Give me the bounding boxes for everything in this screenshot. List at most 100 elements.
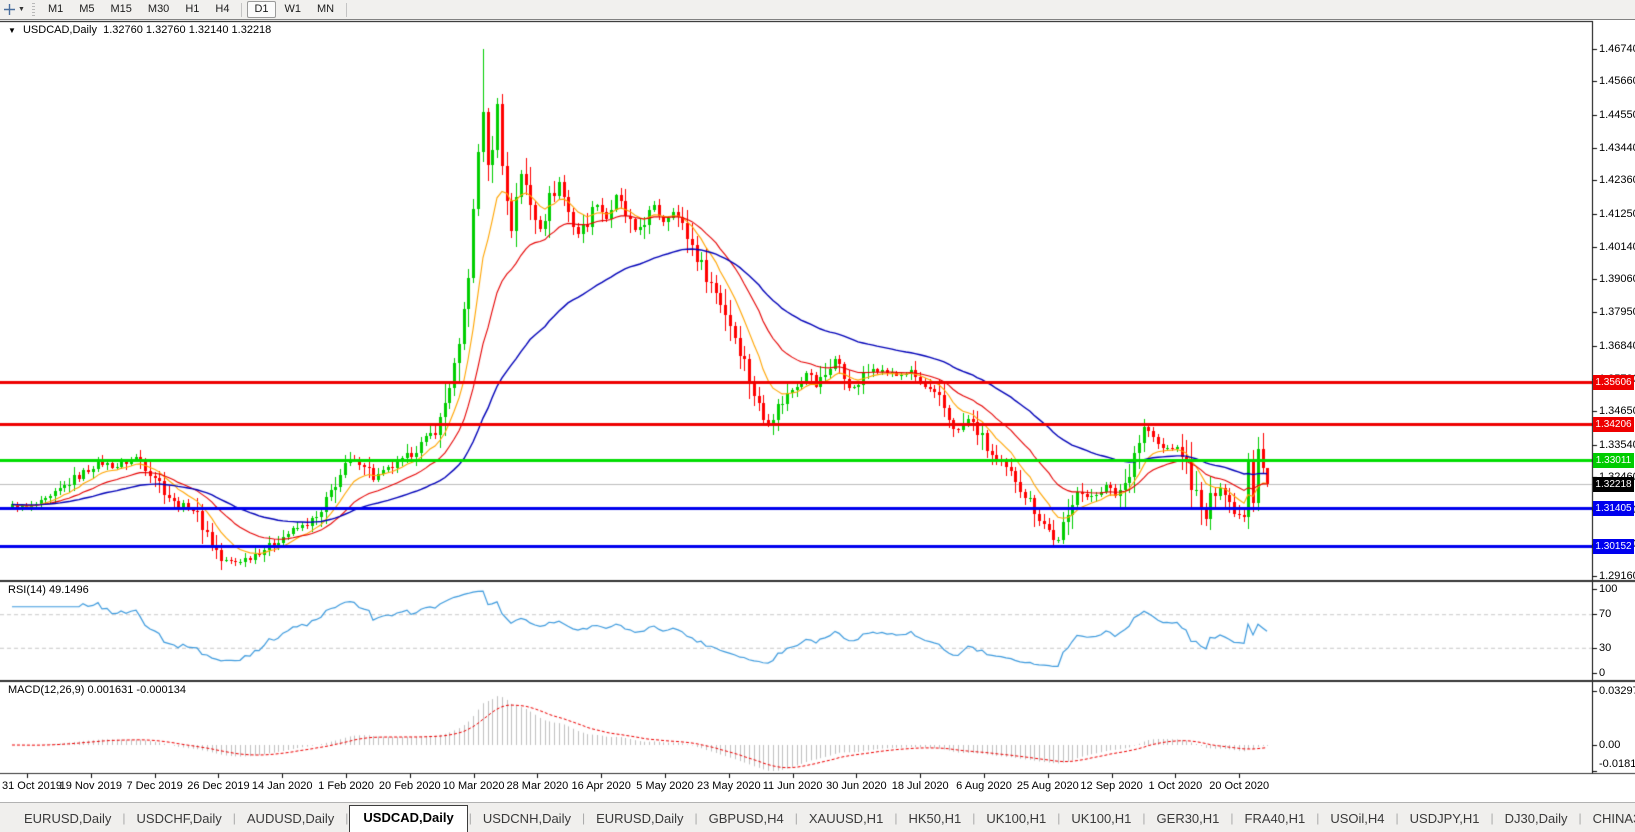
date-tick-label: 14 Jan 2020	[251, 780, 313, 792]
macd-tick-label: 0.032972	[1599, 685, 1635, 698]
price-tick-label: 1.46740	[1599, 43, 1635, 55]
tab-separator: |	[794, 811, 798, 825]
date-tick-label: 26 Dec 2019	[187, 780, 250, 792]
dropdown-caret-icon[interactable]: ▼	[18, 6, 25, 13]
timeframe-button-m30[interactable]: M30	[147, 3, 170, 15]
price-level-tag: 1.34206	[1593, 417, 1634, 433]
rsi-tick-label: 30	[1599, 641, 1612, 654]
date-tick-label: 25 Aug 2020	[1016, 780, 1079, 792]
chart-tab-eurusd-daily[interactable]: EURUSD,Daily	[24, 811, 112, 826]
chart-tab-china300-h1[interactable]: CHINA300,H1	[1592, 811, 1635, 826]
price-tick-label: 1.43440	[1599, 141, 1635, 154]
tab-separator: |	[1490, 811, 1494, 825]
tab-separator: |	[1578, 811, 1582, 825]
tab-separator: |	[345, 811, 349, 825]
price-level-tag: 1.35606	[1593, 375, 1634, 391]
chart-tab-audusd-daily[interactable]: AUDUSD,Daily	[246, 811, 335, 826]
rsi-tick-label: 100	[1599, 583, 1618, 595]
chart-tab-usdjpy-h1[interactable]: USDJPY,H1	[1409, 811, 1480, 826]
date-tick-label: 1 Feb 2020	[318, 780, 374, 792]
price-tick-label: 1.42360	[1599, 174, 1635, 187]
macd-tick-label: -0.01815	[1599, 758, 1635, 770]
price-tick-label: 1.40140	[1599, 240, 1635, 253]
chart-tab-fra40-h1[interactable]: FRA40,H1	[1244, 811, 1306, 826]
chart-tab-dj30-daily[interactable]: DJ30,Daily	[1504, 811, 1568, 826]
date-tick-label: 16 Apr 2020	[571, 780, 631, 792]
rsi-indicator-label: RSI(14) 49.1496	[8, 584, 89, 596]
tab-separator: |	[972, 811, 976, 825]
price-tick-label: 1.45660	[1599, 75, 1635, 88]
timeframe-button-mn[interactable]: MN	[317, 3, 335, 15]
price-tick-label: 1.41250	[1599, 207, 1635, 220]
chart-ohlc-values: 1.32760 1.32760 1.32140 1.32218	[103, 24, 272, 36]
price-tick-label: 1.44550	[1599, 108, 1635, 121]
tab-separator: |	[894, 811, 898, 825]
chart-tab-uk100-h1[interactable]: UK100,H1	[986, 811, 1047, 826]
price-tick-label: 1.39060	[1599, 273, 1635, 286]
rsi-tick-label: 0	[1599, 667, 1606, 679]
toolbar-grip[interactable]	[31, 3, 35, 16]
date-tick-label: 20 Feb 2020	[378, 780, 441, 792]
tab-separator: |	[1142, 811, 1146, 825]
chart-tab-xauusd-h1[interactable]: XAUUSD,H1	[808, 811, 884, 826]
timeframe-button-h4[interactable]: H4	[215, 3, 230, 15]
tab-separator: |	[694, 811, 698, 825]
collapse-triangle-icon[interactable]: ▼	[8, 26, 16, 35]
chart-tabs: EURUSD,Daily | USDCHF,Daily | AUDUSD,Daily | U…	[0, 805, 1635, 832]
date-tick-label: 1 Oct 2020	[1148, 780, 1203, 792]
timeframe-button-m15[interactable]: M15	[110, 3, 132, 15]
timeframe-button-m1[interactable]: M1	[47, 3, 64, 15]
chart-tab-bar: EURUSD,Daily | USDCHF,Daily | AUDUSD,Daily | U…	[0, 802, 1635, 832]
tab-separator: |	[468, 811, 472, 825]
chart-symbol: USDCAD,Daily	[22, 24, 97, 36]
date-tick-label: 31 Oct 2019	[2, 780, 62, 792]
tab-separator: |	[122, 811, 126, 825]
tab-separator: |	[581, 811, 586, 825]
price-tick-label: 1.34650	[1599, 405, 1635, 418]
timeframe-toolbar: M1 M5 M15 M30 H1 H4 D1 W1 MN	[40, 1, 351, 18]
date-tick-label: 5 May 2020	[636, 780, 694, 792]
chart-tab-usdcad-daily[interactable]: USDCAD,Daily	[349, 805, 468, 832]
timeframe-button-h1[interactable]: H1	[185, 3, 200, 15]
timeframe-button-d1[interactable]: D1	[247, 1, 276, 18]
date-tick-label: 20 Oct 2020	[1209, 780, 1270, 792]
toolbar-divider	[241, 2, 243, 17]
price-level-tag: 1.33011	[1593, 453, 1634, 469]
tab-separator: |	[1316, 811, 1320, 825]
date-tick-label: 23 May 2020	[696, 780, 761, 792]
date-tick-label: 30 Jun 2020	[826, 780, 887, 792]
date-tick-label: 28 Mar 2020	[506, 780, 569, 792]
price-tick-label: 1.29160	[1599, 569, 1635, 582]
tab-separator: |	[1395, 811, 1399, 825]
chart-tab-usoil-h4[interactable]: USOil,H4	[1330, 811, 1385, 826]
chart-tab-ger30-h1[interactable]: GER30,H1	[1156, 811, 1220, 826]
macd-tick-label: 0.00	[1599, 739, 1621, 751]
chart-tab-usdchf-daily[interactable]: USDCHF,Daily	[136, 811, 222, 826]
date-tick-label: 12 Sep 2020	[1080, 780, 1143, 792]
timeframe-button-m5[interactable]: M5	[79, 3, 95, 15]
crosshair-cursor-icon[interactable]	[1, 2, 17, 17]
price-level-tag: 1.31405	[1593, 501, 1634, 517]
chart-tab-gbpusd-h4[interactable]: GBPUSD,H4	[708, 811, 784, 826]
chart-title: ▼ USDCAD,Daily 1.32760 1.32760 1.32140 1…	[8, 24, 271, 36]
timeframe-button-w1[interactable]: W1	[284, 3, 302, 15]
price-tick-label: 1.33540	[1599, 438, 1635, 451]
toolbar: ▼ M1 M5 M15 M30 H1 H4 D1 W1 MN	[0, 0, 1635, 20]
chart-tab-hk50-h1[interactable]: HK50,H1	[908, 811, 962, 826]
tab-separator: |	[1230, 811, 1234, 825]
date-tick-label: 18 Jul 2020	[891, 780, 949, 792]
date-tick-label: 19 Nov 2019	[59, 780, 122, 792]
date-tick-label: 11 Jun 2020	[762, 780, 823, 792]
chart-tab-usdcnh-daily[interactable]: USDCNH,Daily	[482, 811, 571, 826]
toolbar-divider	[346, 2, 348, 17]
price-tick-label: 1.37950	[1599, 306, 1635, 319]
price-tick-label: 1.36840	[1599, 339, 1635, 352]
tab-separator: |	[1057, 811, 1061, 825]
chart-tab-uk100-h1[interactable]: UK100,H1	[1071, 811, 1132, 826]
chart-tab-eurusd-daily[interactable]: EURUSD,Daily	[596, 811, 684, 826]
rsi-tick-label: 70	[1599, 608, 1612, 621]
price-level-tag: 1.30152	[1593, 538, 1634, 554]
tab-separator: |	[232, 811, 236, 825]
price-level-tag: 1.32218	[1593, 476, 1634, 492]
